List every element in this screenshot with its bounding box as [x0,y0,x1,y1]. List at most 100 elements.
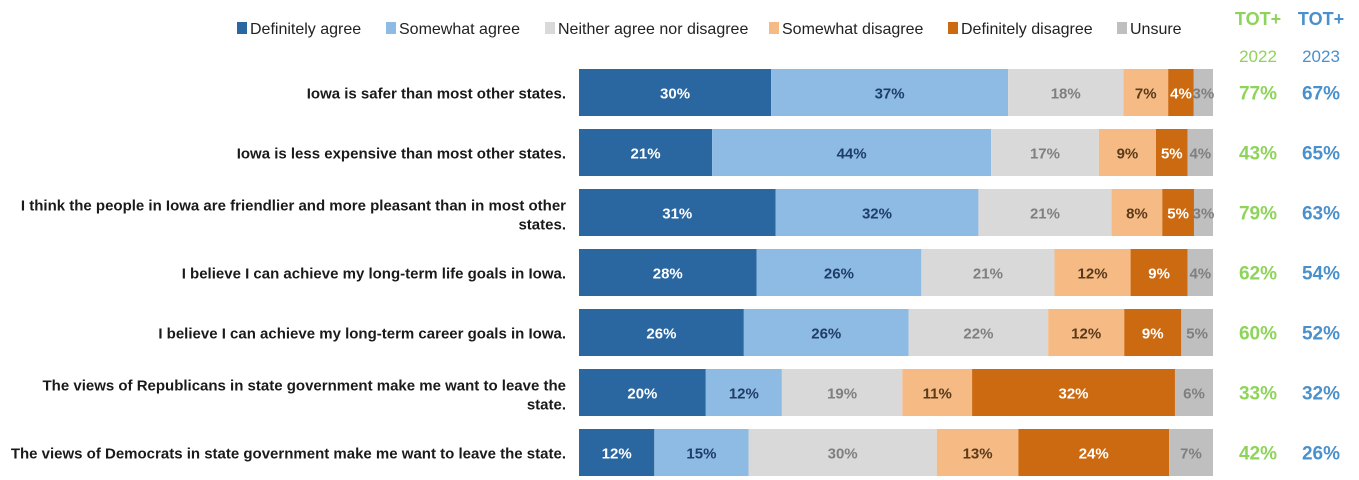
tot-value-2-row-3: 63% [1302,204,1340,225]
bar-row-1-seg-1 [579,69,772,116]
data-label-row-3-seg-4: 8% [1126,206,1148,223]
bar-row-2-seg-5 [1155,129,1188,176]
bar-row-1-seg-2 [771,69,1009,116]
data-label-row-5-seg-5: 9% [1142,326,1164,343]
bar-row-3-seg-1 [579,189,776,236]
bar-row-3-seg-4 [1111,189,1163,236]
tot-value-1-row-5: 60% [1239,324,1277,345]
tot-head-2: TOT+ [1298,9,1344,29]
bar-row-2-seg-3 [991,129,1099,176]
bar-row-3-seg-3 [978,189,1112,236]
legend-swatch-4 [769,22,779,34]
data-label-row-2-seg-3: 17% [1030,146,1060,163]
bar-row-6-seg-3 [781,369,903,416]
bar-row-2-seg-6 [1187,129,1213,176]
data-label-row-6-seg-5: 32% [1059,386,1089,403]
tot-value-1-row-1: 77% [1239,84,1277,105]
data-label-row-7-seg-6: 7% [1180,446,1202,463]
bar-row-7-seg-4 [936,429,1019,476]
bar-row-2-seg-1 [579,129,713,176]
data-label-row-2-seg-2: 44% [837,146,867,163]
bar-row-4-seg-2 [756,249,922,296]
bar-row-4-seg-1 [579,249,757,296]
tot-value-1-row-6: 33% [1239,384,1277,405]
legend-swatch-2 [386,22,396,34]
data-label-row-6-seg-6: 6% [1183,386,1205,403]
bar-row-4-seg-4 [1054,249,1131,296]
bar-row-7-seg-6 [1169,429,1213,476]
data-label-row-3-seg-3: 21% [1030,206,1060,223]
category-label-3-line-1: I think the people in Iowa are friendlie… [21,198,566,215]
data-label-row-7-seg-3: 30% [828,446,858,463]
bar-row-5-seg-4 [1048,309,1125,356]
bar-row-1-seg-4 [1123,69,1169,116]
bar-row-4-seg-5 [1130,249,1188,296]
data-label-row-2-seg-4: 9% [1117,146,1139,163]
bar-row-4-seg-6 [1187,249,1213,296]
bar-row-3-seg-2 [775,189,979,236]
legend-label-2: Somewhat agree [399,21,520,38]
bar-row-2-seg-2 [712,129,992,176]
category-label-4: I believe I can achieve my long-term lif… [182,266,566,283]
bar-row-6-seg-4 [902,369,973,416]
data-label-row-7-seg-1: 12% [602,446,632,463]
legend-label-4: Somewhat disagree [782,21,924,38]
data-label-row-5-seg-6: 5% [1186,326,1208,343]
bar-row-7-seg-3 [748,429,937,476]
data-label-row-3-seg-2: 32% [862,206,892,223]
category-label-5: I believe I can achieve my long-term car… [158,326,566,343]
category-label-2: Iowa is less expensive than most other s… [237,146,566,163]
data-label-row-7-seg-5: 24% [1079,446,1109,463]
tot-value-2-row-6: 32% [1302,384,1340,405]
data-label-row-2-seg-6: 4% [1189,146,1211,163]
data-label-row-6-seg-2: 12% [729,386,759,403]
bar-row-6-seg-2 [705,369,782,416]
tot-value-1-row-2: 43% [1239,144,1277,165]
data-label-row-5-seg-2: 26% [811,326,841,343]
data-label-row-4-seg-2: 26% [824,266,854,283]
legend-label-6: Unsure [1130,21,1182,38]
legend-label-1: Definitely agree [250,21,361,38]
tot-value-2-row-1: 67% [1302,84,1340,105]
bar-row-7-seg-2 [654,429,749,476]
tot-value-1-row-3: 79% [1239,204,1277,225]
bar-row-5-seg-5 [1124,309,1182,356]
bar-row-6-seg-1 [579,369,706,416]
legend-swatch-1 [237,22,247,34]
bar-row-1-seg-5 [1168,69,1194,116]
bar-row-6-seg-5 [972,369,1175,416]
data-label-row-6-seg-1: 20% [627,386,657,403]
data-label-row-7-seg-2: 15% [686,446,716,463]
tot-value-2-row-4: 54% [1302,264,1340,285]
data-label-row-2-seg-5: 5% [1161,146,1183,163]
tot-value-2-row-7: 26% [1302,444,1340,465]
tot-head-1: TOT+ [1235,9,1281,29]
category-label-6-line-1: The views of Republicans in state govern… [43,378,566,395]
data-label-row-5-seg-4: 12% [1071,326,1101,343]
legend-label-5: Definitely disagree [961,21,1093,38]
legend-swatch-3 [545,22,555,34]
category-label-3-line-2: states. [518,217,566,234]
legend-label-3: Neither agree nor disagree [558,21,748,38]
data-label-row-1-seg-4: 7% [1135,86,1157,103]
data-label-row-1-seg-3: 18% [1051,86,1081,103]
data-label-row-1-seg-6: 3% [1193,86,1215,103]
bar-row-1-seg-6 [1193,69,1213,116]
data-label-row-4-seg-5: 9% [1148,266,1170,283]
data-label-row-4-seg-3: 21% [973,266,1003,283]
bar-row-1-seg-3 [1008,69,1124,116]
bar-row-2-seg-4 [1098,129,1156,176]
data-label-row-7-seg-4: 13% [963,446,993,463]
tot-value-1-row-7: 42% [1239,444,1277,465]
category-label-7: The views of Democrats in state governme… [11,446,566,463]
bar-row-5-seg-1 [579,309,744,356]
tot-value-2-row-2: 65% [1302,144,1340,165]
tot-value-1-row-4: 62% [1239,264,1277,285]
bar-row-7-seg-5 [1018,429,1170,476]
data-label-row-3-seg-6: 3% [1193,206,1215,223]
bar-row-4-seg-3 [921,249,1055,296]
bar-row-6-seg-6 [1174,369,1213,416]
data-label-row-1-seg-2: 37% [875,86,905,103]
bar-row-5-seg-3 [908,309,1049,356]
